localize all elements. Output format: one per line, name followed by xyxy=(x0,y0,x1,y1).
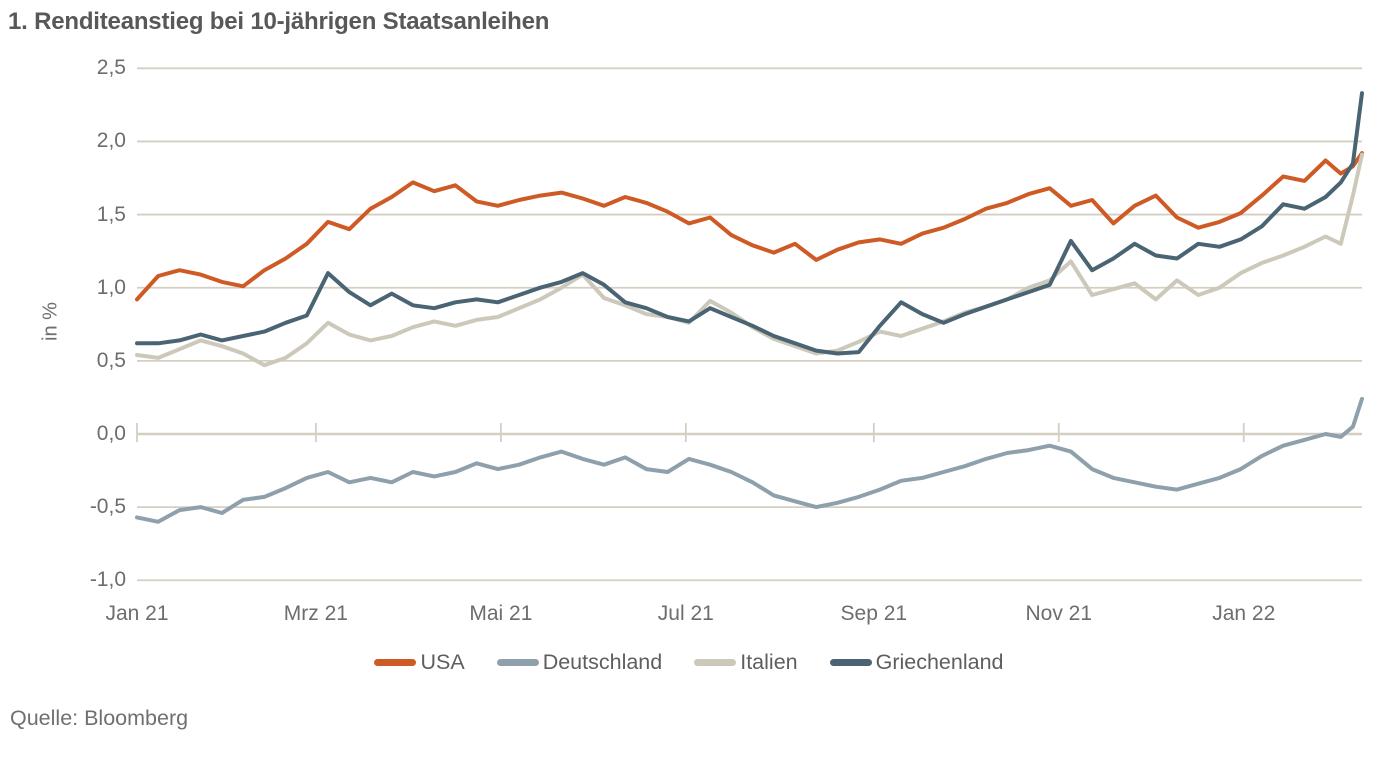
x-tick-label: Nov 21 xyxy=(1025,602,1093,625)
series-line-griechenland xyxy=(135,91,1364,356)
legend-item-deutschland: Deutschland xyxy=(496,650,663,675)
legend-label: Italien xyxy=(740,650,798,674)
x-tick-label: Sep 21 xyxy=(840,602,908,625)
legend-swatch xyxy=(829,659,872,666)
legend-swatch xyxy=(496,659,539,666)
chart-title: 1. Renditeanstieg bei 10-jährigen Staats… xyxy=(8,8,550,35)
y-tick-label: 2,5 xyxy=(96,56,126,80)
x-tick-label: Mai 21 xyxy=(469,602,533,625)
x-tick-label: Jan 22 xyxy=(1212,602,1276,625)
y-tick-label: 1,5 xyxy=(96,202,126,226)
legend-label: USA xyxy=(420,650,465,674)
y-tick-label: -0,5 xyxy=(89,495,126,519)
series-line-deutschland xyxy=(135,396,1364,524)
y-tick-label: -1,0 xyxy=(89,568,126,592)
legend-item-italien: Italien xyxy=(694,650,798,675)
legend-item-usa: USA xyxy=(374,650,465,675)
y-tick-label: 0,0 xyxy=(96,422,126,445)
legend-swatch xyxy=(694,659,737,666)
y-tick-label: 0,5 xyxy=(96,348,126,372)
chart-legend: USA Deutschland Italien Griechenland xyxy=(0,650,1378,675)
x-tick-label: Mrz 21 xyxy=(283,602,348,625)
source-attribution: Quelle: Bloomberg xyxy=(10,706,189,730)
legend-swatch xyxy=(374,659,417,666)
series-line-usa xyxy=(135,151,1364,302)
x-tick-label: Jul 21 xyxy=(657,602,714,625)
legend-item-griechenland: Griechenland xyxy=(829,650,1004,675)
y-tick-label: 1,0 xyxy=(96,275,126,299)
legend-label: Griechenland xyxy=(875,650,1004,674)
x-tick-label: Jan 21 xyxy=(105,602,169,625)
legend-label: Deutschland xyxy=(542,650,663,674)
y-tick-label: 2,0 xyxy=(96,129,126,153)
